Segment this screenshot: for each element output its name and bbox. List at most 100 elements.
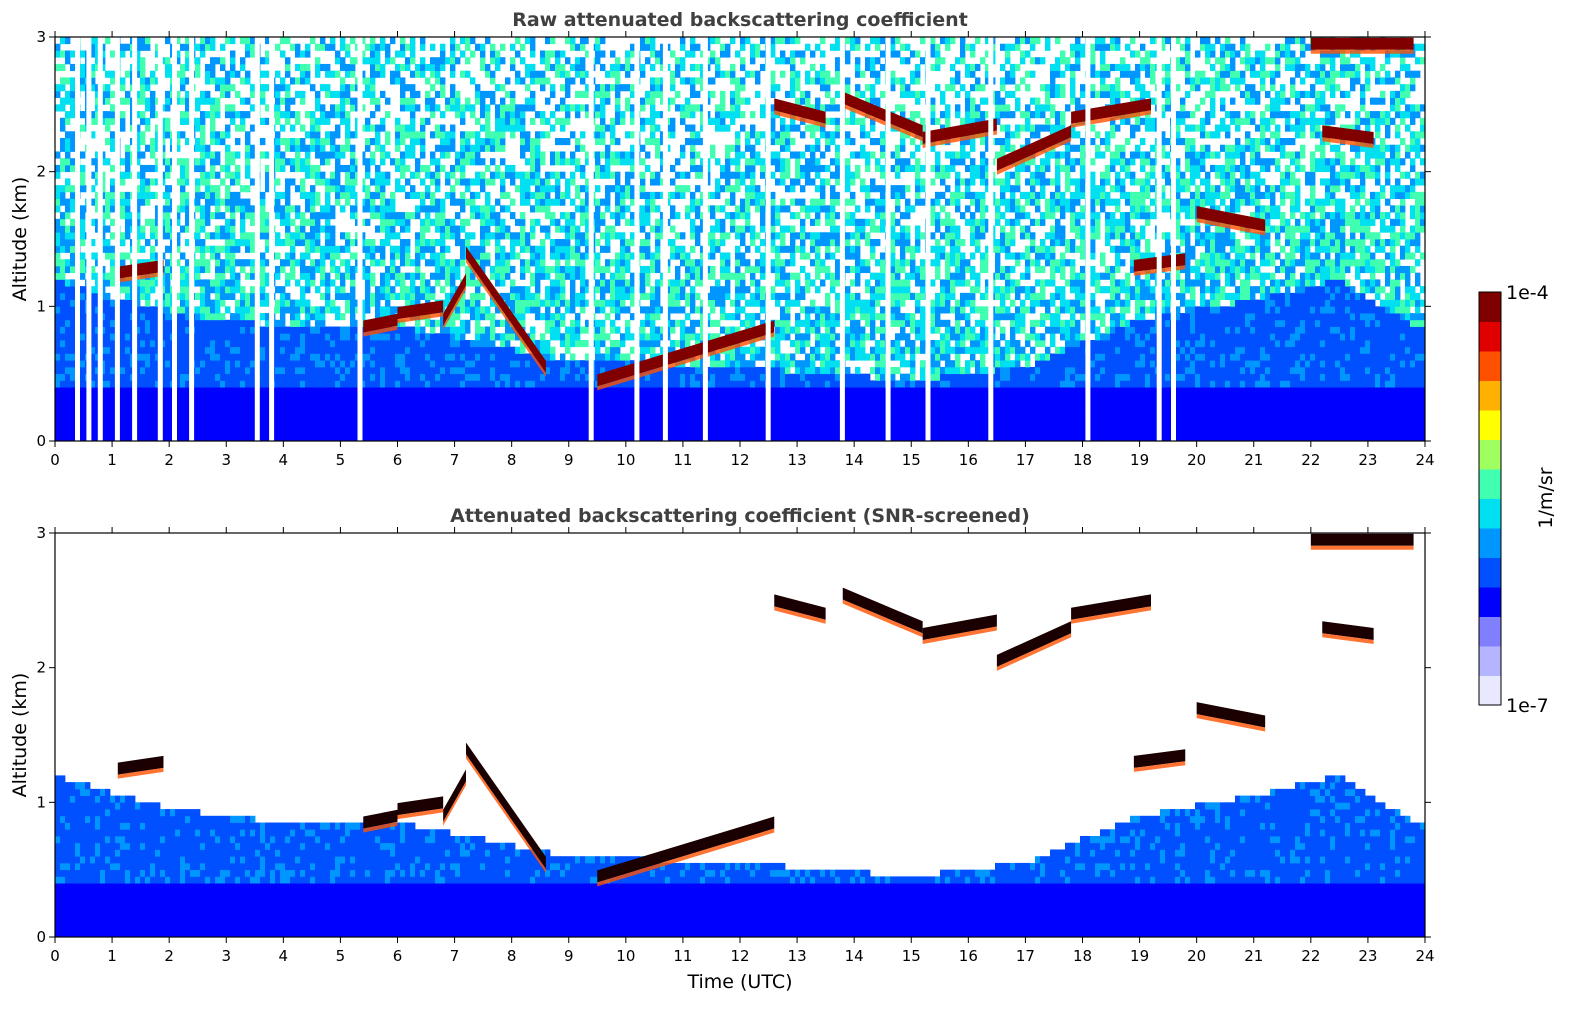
heatmap-cell xyxy=(405,340,411,348)
heatmap-cell xyxy=(550,319,556,327)
heatmap-cell xyxy=(605,279,611,287)
heatmap-cell xyxy=(400,225,406,233)
heatmap-cell xyxy=(225,232,231,240)
heatmap-cell xyxy=(555,306,561,314)
heatmap-cell xyxy=(550,198,556,206)
heatmap-cell xyxy=(300,400,306,408)
heatmap-cell xyxy=(235,353,241,361)
heatmap-cell xyxy=(480,434,486,441)
heatmap-cell xyxy=(615,286,621,294)
heatmap-cell xyxy=(205,191,211,199)
heatmap-cell xyxy=(210,353,216,361)
heatmap-cell xyxy=(495,360,501,368)
heatmap-cell xyxy=(540,198,546,206)
heatmap-cell xyxy=(605,353,611,361)
heatmap-cell xyxy=(500,131,506,139)
heatmap-cell xyxy=(205,144,211,152)
heatmap-cell xyxy=(485,70,491,78)
heatmap-cell xyxy=(560,340,566,348)
heatmap-cell xyxy=(575,138,581,146)
heatmap-cell xyxy=(185,138,191,146)
heatmap-cell xyxy=(105,239,111,247)
heatmap-cell xyxy=(570,104,576,112)
heatmap-cell xyxy=(555,138,561,146)
heatmap-cell xyxy=(620,259,626,267)
heatmap-cell xyxy=(400,333,406,341)
heatmap-cell xyxy=(200,97,206,105)
heatmap-cell xyxy=(565,333,571,341)
heatmap-cell xyxy=(380,346,386,354)
heatmap-cell xyxy=(575,245,581,253)
heatmap-cell xyxy=(285,225,291,233)
heatmap-cell xyxy=(70,420,76,428)
heatmap-cell xyxy=(430,360,436,368)
heatmap-cell xyxy=(140,191,146,199)
heatmap-cell xyxy=(335,414,341,422)
heatmap-cell xyxy=(205,43,211,51)
heatmap-cell xyxy=(575,360,581,368)
heatmap-cell xyxy=(155,138,161,146)
heatmap-cell xyxy=(495,420,501,428)
heatmap-cell xyxy=(135,198,141,206)
heatmap-cell xyxy=(485,340,491,348)
heatmap-cell xyxy=(180,84,186,92)
heatmap-cell xyxy=(425,380,431,388)
heatmap-cell xyxy=(195,333,201,341)
heatmap-cell xyxy=(195,245,201,253)
heatmap-cell xyxy=(70,144,76,152)
heatmap-cell xyxy=(435,279,441,287)
heatmap-cell xyxy=(425,360,431,368)
heatmap-cell xyxy=(390,198,396,206)
heatmap-cell xyxy=(455,97,461,105)
heatmap-cell xyxy=(420,393,426,401)
heatmap-cell xyxy=(415,272,421,280)
heatmap-cell xyxy=(370,198,376,206)
heatmap-cell xyxy=(595,111,601,119)
heatmap-cell xyxy=(405,420,411,428)
heatmap-cell xyxy=(165,104,171,112)
heatmap-cell xyxy=(455,340,461,348)
heatmap-cell xyxy=(95,158,101,166)
heatmap-cell xyxy=(260,259,266,267)
heatmap-cell xyxy=(365,286,371,294)
heatmap-cell xyxy=(150,151,156,159)
heatmap-cell xyxy=(510,90,516,98)
heatmap-cell xyxy=(515,232,521,240)
heatmap-cell xyxy=(360,346,366,354)
heatmap-cell xyxy=(595,427,601,435)
heatmap-cell xyxy=(195,104,201,112)
heatmap-cell xyxy=(535,218,541,226)
heatmap-cell xyxy=(345,326,351,334)
heatmap-cell xyxy=(610,117,616,125)
heatmap-cell xyxy=(535,387,541,395)
heatmap-cell xyxy=(460,319,466,327)
heatmap-cell xyxy=(615,205,621,213)
heatmap-cell xyxy=(315,117,321,125)
heatmap-cell xyxy=(200,366,206,375)
heatmap-cell xyxy=(105,117,111,125)
heatmap-cell xyxy=(140,37,146,45)
heatmap-cell xyxy=(485,205,491,213)
heatmap-cell xyxy=(370,239,376,247)
heatmap-cell xyxy=(580,37,586,45)
heatmap-cell xyxy=(395,407,401,415)
heatmap-cell xyxy=(70,292,76,300)
heatmap-cell xyxy=(90,333,96,341)
heatmap-cell xyxy=(65,178,71,186)
heatmap-cell xyxy=(575,366,581,375)
heatmap-cell xyxy=(480,57,486,65)
heatmap-cell xyxy=(415,366,421,375)
heatmap-cell xyxy=(615,299,621,307)
heatmap-cell xyxy=(280,366,286,375)
heatmap-cell xyxy=(175,333,181,341)
heatmap-cell xyxy=(335,198,341,206)
heatmap-cell xyxy=(245,319,251,327)
heatmap-cell xyxy=(265,333,271,341)
heatmap-cell xyxy=(565,77,571,85)
heatmap-cell xyxy=(345,245,351,253)
heatmap-cell xyxy=(335,292,341,300)
heatmap-cell xyxy=(580,131,586,139)
heatmap-cell xyxy=(70,340,76,348)
heatmap-cell xyxy=(70,353,76,361)
heatmap-cell xyxy=(245,151,251,159)
